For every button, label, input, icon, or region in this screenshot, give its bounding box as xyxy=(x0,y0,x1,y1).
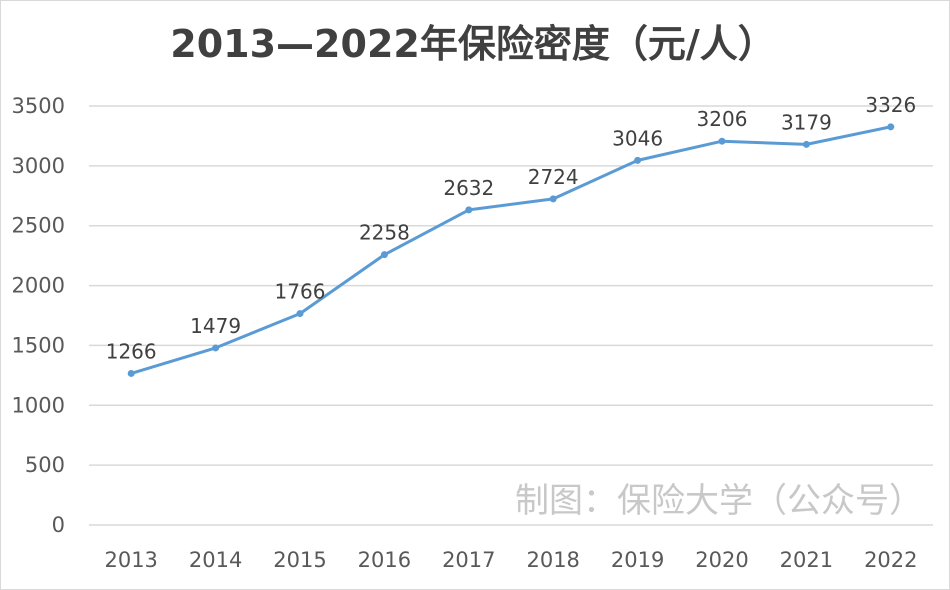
y-tick-label: 500 xyxy=(25,453,65,477)
x-tick-label: 2018 xyxy=(526,548,579,572)
x-tick-label: 2015 xyxy=(273,548,326,572)
data-label: 1766 xyxy=(275,280,326,304)
x-tick-label: 2014 xyxy=(189,548,242,572)
data-label: 2632 xyxy=(443,176,494,200)
y-tick-label: 3500 xyxy=(12,94,65,118)
data-point xyxy=(887,123,895,131)
y-axis-ticks: 0 500 1000 1500 2000 2500 3000 3500 xyxy=(12,94,65,537)
x-tick-label: 2022 xyxy=(864,548,917,572)
data-labels: 1266 1479 1766 2258 2632 2724 3046 3206 3179 3326 xyxy=(106,93,917,364)
data-point xyxy=(802,140,810,148)
watermark-text: 制图：保险大学（公众号） xyxy=(515,481,923,521)
y-tick-label: 0 xyxy=(52,513,65,537)
y-tick-label: 3000 xyxy=(12,154,65,178)
data-label: 3326 xyxy=(865,93,916,117)
x-axis-ticks: 2013 2014 2015 2016 2017 2018 2019 2020 2021 2022 xyxy=(104,548,917,572)
series-line-layer xyxy=(129,125,893,375)
data-point xyxy=(296,310,304,318)
data-point xyxy=(549,195,557,203)
data-point xyxy=(718,137,726,145)
gridlines xyxy=(89,105,933,526)
data-point xyxy=(465,206,473,214)
x-tick-label: 2017 xyxy=(442,548,495,572)
data-point xyxy=(634,156,642,164)
data-points xyxy=(127,123,895,377)
data-point xyxy=(127,369,135,377)
x-tick-label: 2020 xyxy=(695,548,748,572)
data-label: 2724 xyxy=(528,165,579,189)
data-label: 3206 xyxy=(697,107,748,131)
series-line xyxy=(129,125,893,375)
data-point xyxy=(380,251,388,259)
y-tick-label: 2500 xyxy=(12,214,65,238)
data-point xyxy=(212,344,220,352)
x-tick-label: 2013 xyxy=(104,548,157,572)
y-tick-label: 1000 xyxy=(12,393,65,417)
data-label: 3179 xyxy=(781,110,832,134)
x-tick-label: 2019 xyxy=(611,548,664,572)
data-label: 3046 xyxy=(612,126,663,150)
y-tick-label: 2000 xyxy=(12,274,65,298)
data-label: 1479 xyxy=(190,314,241,338)
x-tick-label: 2021 xyxy=(780,548,833,572)
data-label: 2258 xyxy=(359,221,410,245)
y-tick-label: 1500 xyxy=(12,333,65,357)
chart-title: 2013—2022年保险密度（元/人） xyxy=(170,22,775,66)
x-tick-label: 2016 xyxy=(358,548,411,572)
data-label: 1266 xyxy=(106,339,157,363)
